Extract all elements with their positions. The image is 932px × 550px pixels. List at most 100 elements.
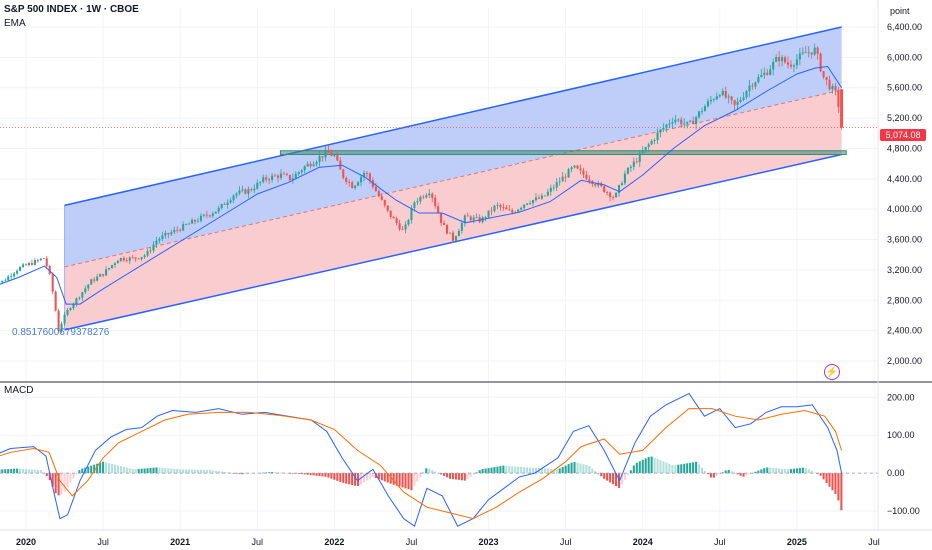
candle-body — [813, 47, 816, 55]
macd-histogram-bar — [57, 473, 60, 496]
candle-body — [259, 181, 262, 183]
macd-histogram-bar — [434, 471, 437, 474]
candle-body — [90, 279, 93, 285]
chart-title[interactable]: S&P 500 INDEX · 1W · CBOE — [4, 4, 139, 15]
candle-body — [309, 163, 312, 167]
macd-histogram-bar — [401, 473, 404, 488]
macd-histogram-bar — [244, 473, 247, 474]
candle-body — [78, 297, 81, 299]
macd-indicator-label[interactable]: MACD — [4, 385, 34, 396]
ema-indicator-label[interactable]: EMA — [4, 18, 26, 29]
candle-body — [134, 257, 137, 259]
macd-histogram-bar — [721, 472, 724, 474]
macd-histogram-bar — [561, 466, 564, 474]
price-pane[interactable] — [0, 26, 878, 334]
macd-histogram-bar — [798, 468, 801, 474]
candle-body — [665, 124, 668, 128]
macd-histogram-bar — [760, 469, 763, 474]
candle-body — [161, 235, 164, 239]
macd-histogram-bar — [410, 473, 413, 491]
candle-body — [526, 203, 529, 205]
macd-histogram-bar — [784, 468, 787, 474]
candle-body — [119, 257, 122, 261]
macd-histogram-bar — [220, 471, 223, 474]
macd-pane[interactable] — [0, 392, 878, 527]
macd-histogram-bar — [297, 473, 300, 474]
candle-body — [274, 175, 277, 177]
candle-body — [377, 191, 380, 197]
candle-body — [235, 193, 238, 196]
candle-body — [437, 206, 440, 214]
macd-histogram-bar — [191, 469, 194, 474]
macd-histogram-bar — [306, 473, 309, 475]
macd-histogram-bar — [511, 466, 514, 474]
candle-body — [502, 207, 505, 208]
macd-histogram-bar — [285, 473, 288, 474]
candle-body — [39, 258, 42, 261]
candle-body — [306, 163, 309, 167]
macd-histogram-bar — [807, 469, 810, 474]
macd-histogram-bar — [638, 461, 641, 474]
candle-body — [137, 258, 140, 260]
macd-histogram-bar — [837, 473, 840, 501]
macd-histogram-bar — [540, 468, 543, 474]
macd-histogram-bar — [413, 473, 416, 486]
macd-histogram-bar — [585, 464, 588, 474]
macd-histogram-bar — [158, 467, 161, 474]
candle-body — [540, 195, 543, 199]
candle-body — [262, 177, 265, 182]
candle-body — [463, 215, 466, 224]
candle-body — [434, 197, 437, 207]
candle-body — [795, 59, 798, 66]
candle-body — [570, 167, 573, 170]
candle-body — [635, 161, 638, 163]
time-tick-label: 2022 — [324, 537, 344, 547]
macd-histogram-bar — [840, 473, 843, 511]
candle-body — [4, 280, 7, 282]
candle-body — [454, 236, 457, 241]
macd-histogram-bar — [555, 469, 558, 474]
macd-histogram-bar — [680, 464, 683, 474]
macd-histogram-bar — [534, 467, 538, 474]
macd-histogram-bar — [778, 468, 781, 474]
macd-histogram-bar — [804, 468, 807, 474]
macd-histogram-bar — [620, 473, 624, 485]
candle-body — [401, 229, 404, 231]
macd-histogram-bar — [736, 473, 739, 475]
candle-body — [460, 223, 463, 231]
candle-body — [677, 119, 680, 121]
macd-histogram-bar — [202, 469, 205, 474]
candle-body — [798, 53, 801, 60]
candle-body — [351, 182, 354, 189]
candle-body — [748, 85, 751, 92]
macd-histogram-bar — [16, 468, 19, 474]
candle-body — [185, 224, 188, 225]
macd-histogram-bar — [443, 473, 446, 476]
macd-histogram-bar — [558, 468, 561, 474]
candle-body — [146, 250, 149, 256]
candle-body — [549, 187, 552, 192]
candle-body — [164, 233, 167, 236]
macd-histogram-bar — [241, 473, 244, 475]
candle-body — [757, 77, 760, 83]
macd-histogram-bar — [324, 473, 327, 477]
candle-body — [638, 153, 641, 163]
candle-body — [285, 174, 288, 175]
macd-histogram-bar — [256, 473, 259, 474]
macd-histogram-bar — [262, 472, 265, 474]
macd-histogram-bar — [211, 470, 214, 474]
candle-body — [107, 267, 111, 270]
macd-histogram-bar — [686, 463, 689, 474]
candle-body — [30, 262, 33, 265]
macd-histogram-bar — [466, 473, 469, 479]
candle-body — [582, 170, 585, 175]
macd-histogram-bar — [303, 473, 306, 475]
macd-histogram-bar — [279, 472, 283, 474]
candle-body — [698, 111, 701, 118]
time-tick-label: 2025 — [787, 537, 807, 547]
macd-histogram-bar — [440, 473, 443, 475]
macd-histogram-bar — [30, 469, 33, 474]
candle-body — [505, 207, 508, 210]
lightning-icon[interactable]: ⚡ — [824, 364, 840, 380]
candle-body — [182, 224, 185, 231]
